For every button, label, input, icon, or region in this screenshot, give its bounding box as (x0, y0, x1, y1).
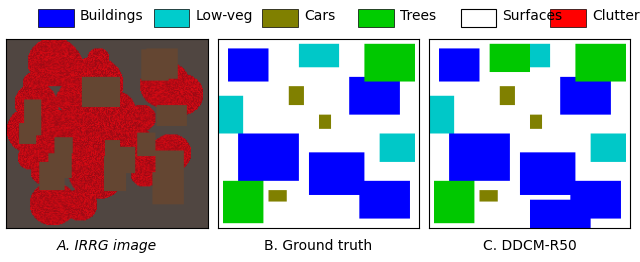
FancyBboxPatch shape (38, 9, 74, 27)
Text: Low-veg: Low-veg (195, 9, 253, 23)
FancyBboxPatch shape (262, 9, 298, 27)
FancyBboxPatch shape (550, 9, 586, 27)
Text: Surfaces: Surfaces (502, 9, 563, 23)
Text: A. IRRG image: A. IRRG image (57, 239, 157, 253)
Text: B. Ground truth: B. Ground truth (264, 239, 372, 253)
FancyBboxPatch shape (358, 9, 394, 27)
Text: C. DDCM-R50: C. DDCM-R50 (483, 239, 577, 253)
FancyBboxPatch shape (461, 9, 496, 27)
Text: Buildings: Buildings (80, 9, 143, 23)
Text: Trees: Trees (400, 9, 436, 23)
FancyBboxPatch shape (154, 9, 189, 27)
Text: Clutters: Clutters (592, 9, 640, 23)
Text: Cars: Cars (304, 9, 335, 23)
